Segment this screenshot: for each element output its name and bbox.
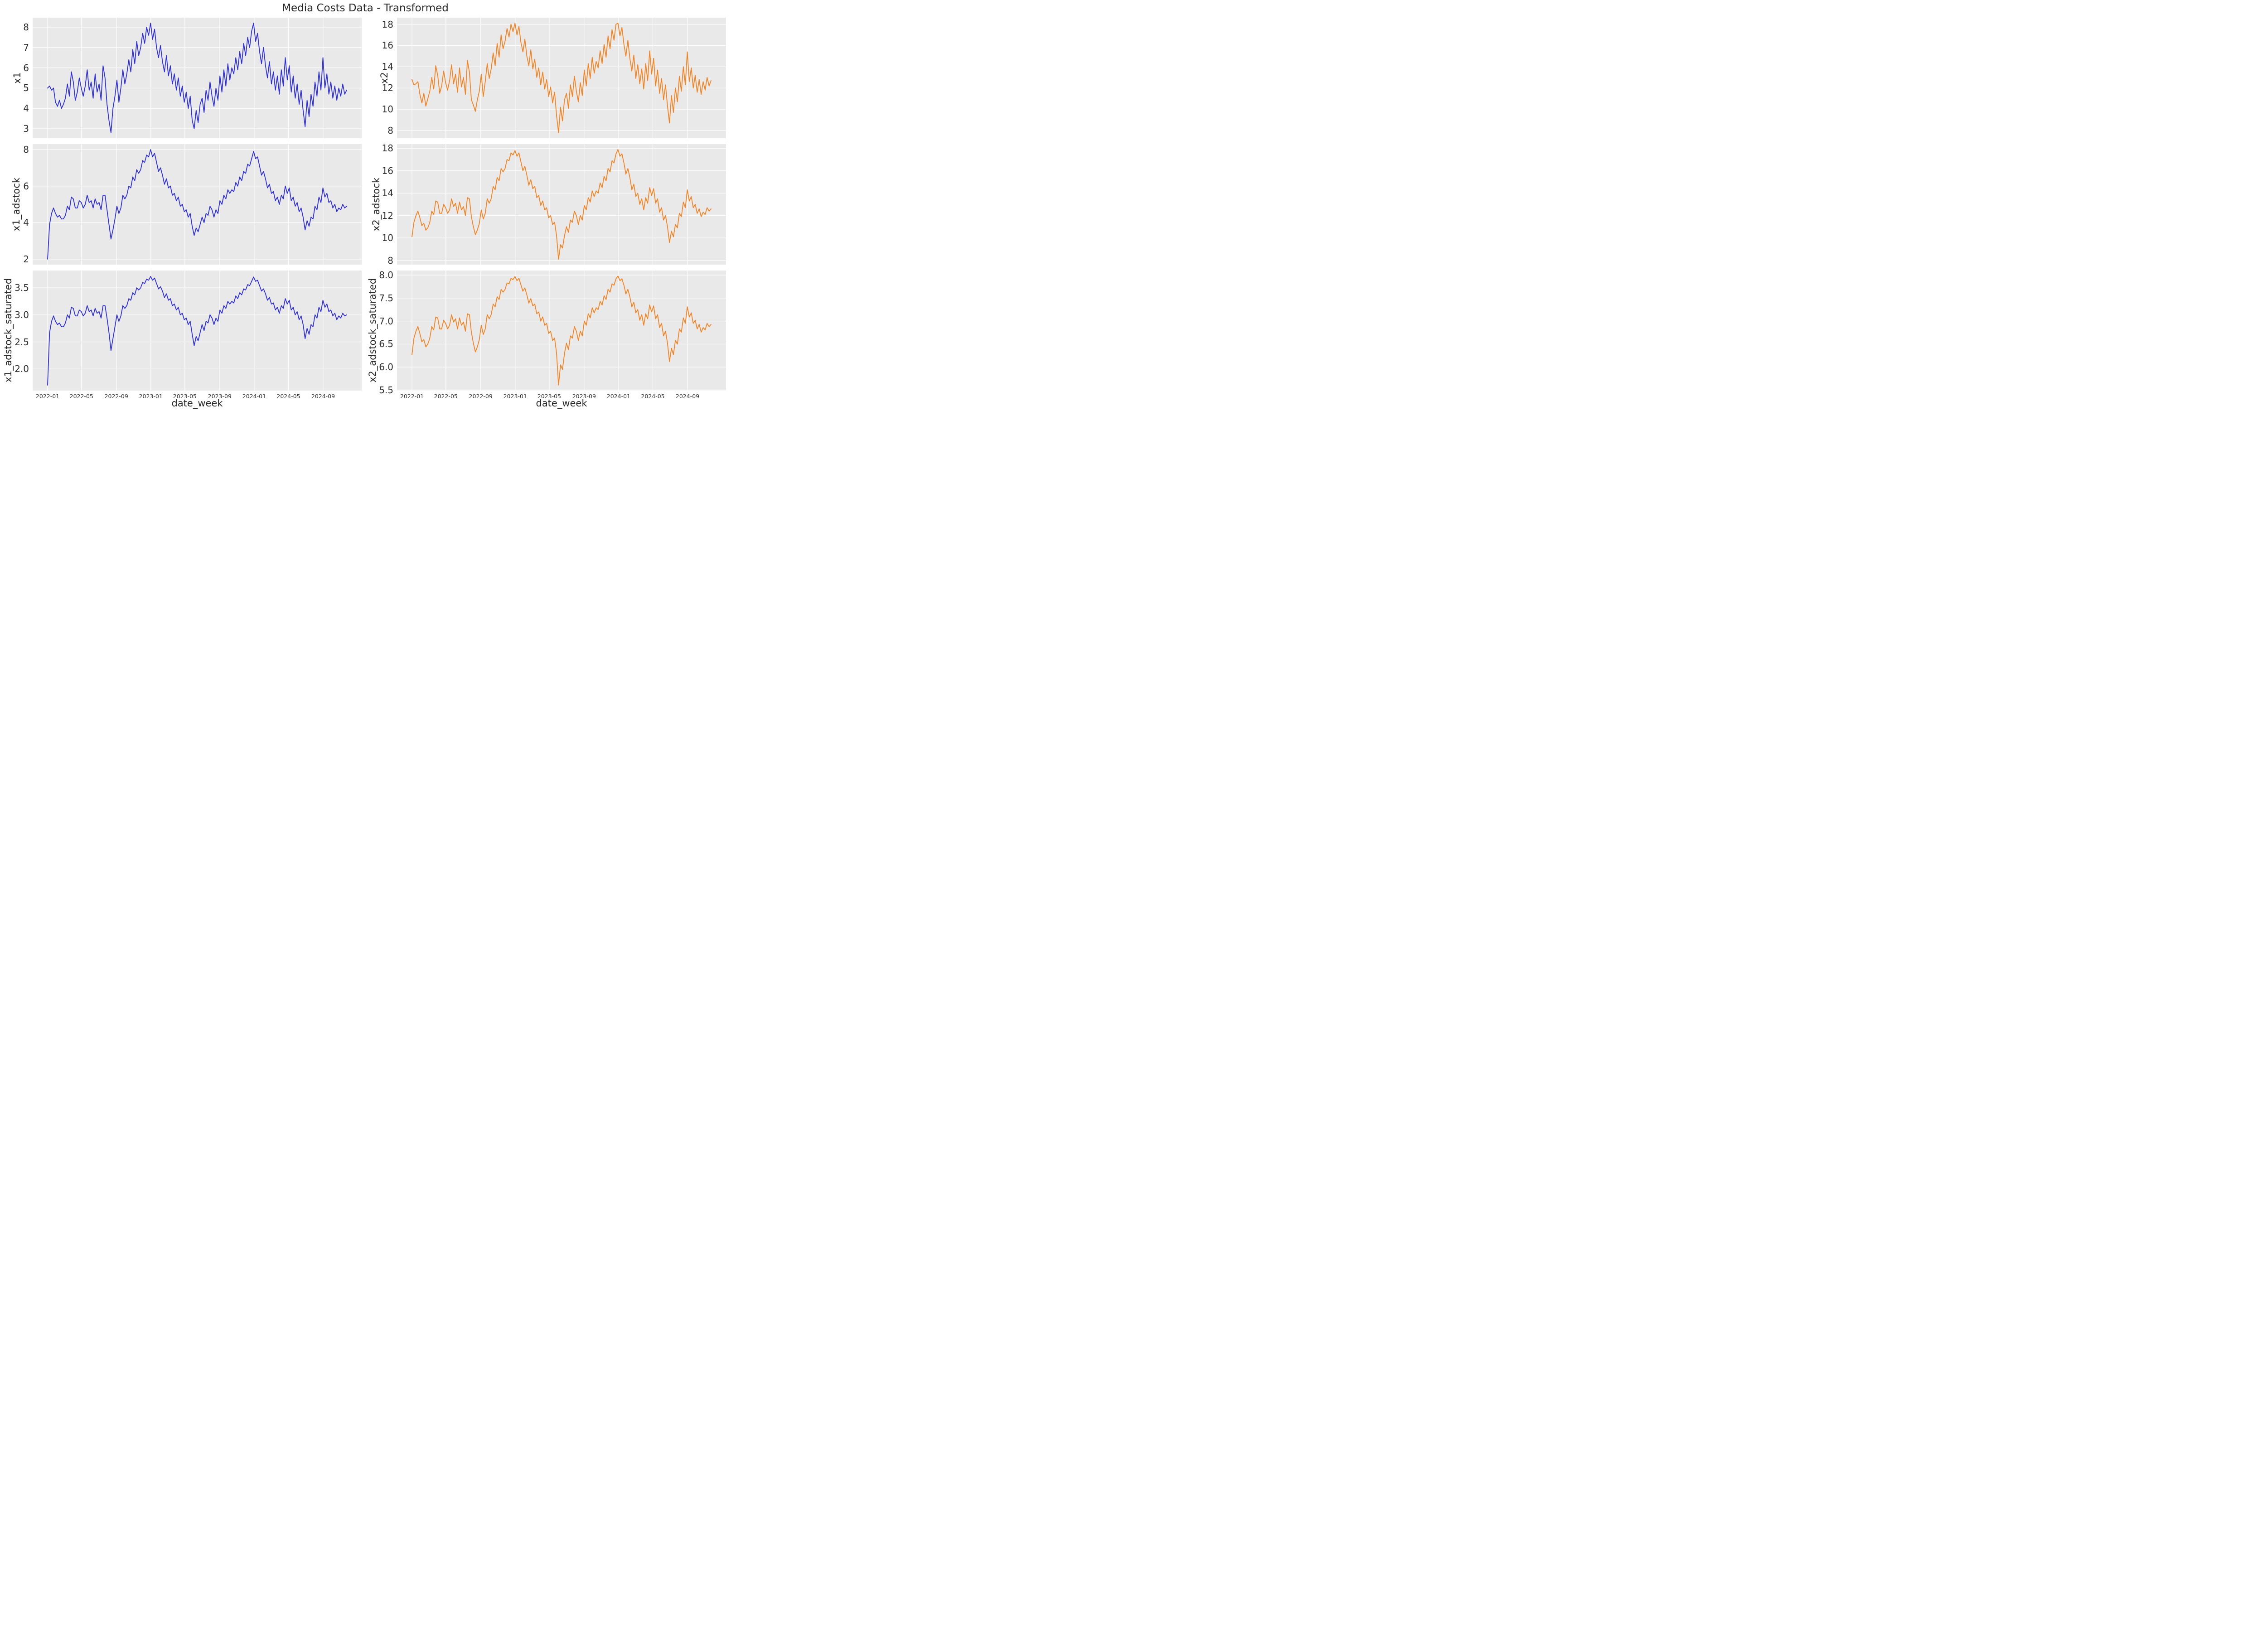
y-tick-label: 7.0	[379, 315, 393, 327]
x-tick-label: 2024-05	[276, 393, 300, 400]
x-tick-label: 2022-05	[434, 393, 458, 400]
subplot-x2-adstock: x2_adstock 8 10 12 14 16 18	[371, 143, 726, 266]
y-tick-label: 10	[382, 232, 393, 244]
figure-root: Media Costs Data - Transformed x1 3 4 5 6 7 8…	[0, 0, 731, 413]
y-tick-label: 6	[23, 180, 29, 192]
y-tick-label: 2.0	[15, 363, 29, 375]
subplot-x2: x2 8 10 12 14 16 18	[379, 18, 726, 138]
y-tick-label: 6.0	[379, 362, 393, 373]
figure-title: Media Costs Data - Transformed	[282, 2, 449, 14]
y-tick-label: 7	[23, 42, 29, 53]
y-axis-label-x1-adstock: x1_adstock	[11, 177, 22, 232]
x2-chart-canvas	[397, 18, 726, 138]
y-axis-label-x1-adstock-saturated: x1_adstock_saturated	[3, 278, 14, 383]
x-tick-label: 2022-09	[104, 393, 128, 400]
x-tick-label: 2024-09	[675, 393, 700, 400]
y-tick-label: 14	[382, 61, 393, 72]
y-tick-label: 18	[382, 143, 393, 154]
subplot-x1: x1 3 4 5 6 7 8	[12, 18, 362, 138]
y-axis-label-x2-adstock-saturated: x2_adstock_saturated	[367, 278, 378, 383]
y-tick-label: 3	[23, 123, 29, 134]
x1_adstock_saturated-line	[47, 276, 347, 386]
y-tick-label: 2.5	[15, 336, 29, 348]
x2_adstock_saturated-line	[412, 275, 712, 386]
y-tick-label: 3.5	[15, 282, 29, 294]
y-tick-label: 3.0	[15, 309, 29, 320]
x-tick-label: 2023-05	[173, 393, 197, 400]
y-tick-label: 8	[23, 144, 29, 155]
subplot-x1-adstock-saturated: x1_adstock_saturated 2.0 2.5 3.0 3.5 2022-01…	[3, 271, 362, 400]
x-tick-label: 2022-01	[400, 393, 424, 400]
x2-adstock-saturated-chart-canvas	[397, 271, 726, 391]
axes-background	[33, 18, 362, 138]
x1-line	[47, 23, 347, 133]
x1-adstock-chart-canvas	[33, 144, 362, 265]
axes-background	[397, 144, 726, 265]
y-axis-label-x1: x1	[12, 72, 23, 84]
x-tick-label: 2023-01	[503, 393, 527, 400]
x-axis-label-left: date_week	[171, 398, 223, 409]
y-tick-label: 4	[23, 103, 29, 114]
x2-line	[412, 23, 712, 133]
x-tick-label: 2023-05	[537, 393, 562, 400]
y-tick-label: 4	[23, 217, 29, 228]
axes-background	[33, 271, 362, 391]
x-tick-label: 2024-01	[606, 393, 630, 400]
x-tick-label: 2023-09	[572, 393, 596, 400]
x-tick-label: 2024-09	[311, 393, 335, 400]
y-tick-label: 5	[23, 82, 29, 94]
y-tick-label: 12	[382, 82, 393, 94]
x-tick-label: 2023-09	[208, 393, 232, 400]
y-tick-label: 6.5	[379, 338, 393, 350]
axes-background	[397, 18, 726, 138]
axes-background	[33, 144, 362, 265]
x2_adstock-line	[412, 149, 712, 260]
y-tick-label: 8.0	[379, 270, 393, 281]
x1-chart-canvas	[33, 18, 362, 138]
y-tick-label: 8	[23, 22, 29, 33]
y-axis-label-x2: x2	[379, 72, 390, 84]
y-tick-label: 8	[387, 255, 393, 266]
y-tick-label: 7.5	[379, 292, 393, 304]
x-tick-label: 2022-09	[469, 393, 493, 400]
x-tick-label: 2024-05	[641, 393, 665, 400]
x-tick-label: 2022-01	[35, 393, 60, 400]
subplot-x2-adstock-saturated: x2_adstock_saturated 5.5 6.0 6.5 7.0 7.5 8.0 2…	[367, 270, 726, 400]
x2-adstock-chart-canvas	[397, 144, 726, 265]
y-tick-label: 12	[382, 210, 393, 221]
x-tick-label: 2023-01	[139, 393, 163, 400]
y-tick-label: 2	[23, 253, 29, 265]
axes-background	[397, 271, 726, 391]
y-tick-label: 10	[382, 104, 393, 115]
y-tick-label: 16	[382, 165, 393, 176]
y-tick-label: 14	[382, 188, 393, 199]
y-tick-label: 8	[387, 125, 393, 136]
y-axis-label-x2-adstock: x2_adstock	[371, 177, 382, 232]
x-tick-label: 2022-05	[69, 393, 93, 400]
y-tick-label: 5.5	[379, 384, 393, 396]
x-axis-label-right: date_week	[536, 398, 587, 409]
x-tick-label: 2024-01	[242, 393, 266, 400]
y-tick-label: 6	[23, 62, 29, 73]
x1_adstock-line	[47, 149, 347, 260]
x1-adstock-saturated-chart-canvas	[33, 271, 362, 391]
y-tick-label: 16	[382, 40, 393, 51]
y-tick-label: 18	[382, 19, 393, 30]
subplot-x1-adstock: x1_adstock 2 4 6 8	[11, 144, 362, 265]
